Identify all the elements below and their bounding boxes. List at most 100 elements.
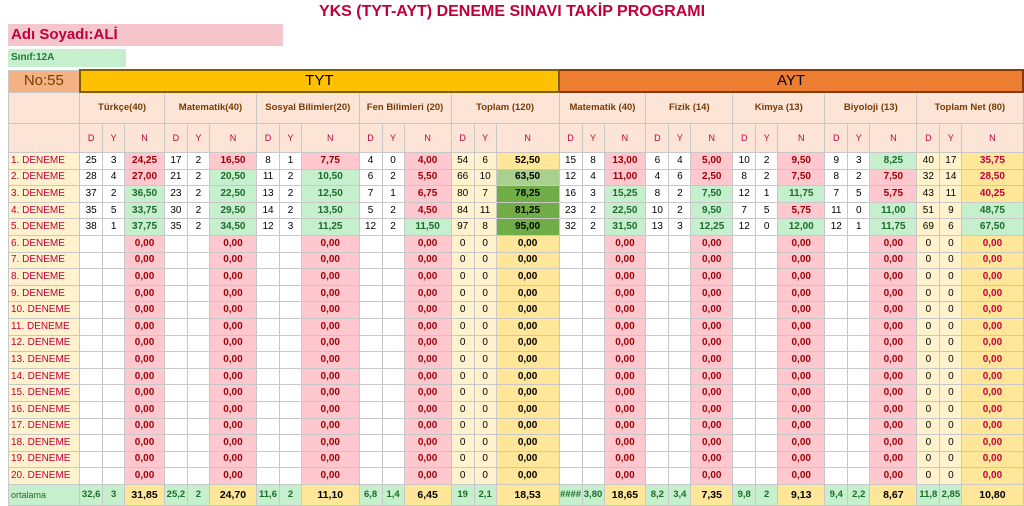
wrong-cell[interactable]: 0 xyxy=(939,367,963,386)
wrong-cell[interactable]: 0 xyxy=(473,317,497,336)
correct-cell[interactable] xyxy=(79,301,104,319)
wrong-cell[interactable] xyxy=(581,434,605,452)
correct-cell[interactable] xyxy=(255,334,281,353)
net-cell[interactable]: 0,00 xyxy=(300,384,360,402)
correct-cell[interactable] xyxy=(824,417,849,436)
wrong-cell[interactable]: 0 xyxy=(473,284,497,303)
correct-cell[interactable]: 0 xyxy=(450,234,475,253)
wrong-cell[interactable]: 0 xyxy=(939,434,963,452)
correct-cell[interactable] xyxy=(255,268,281,286)
correct-cell[interactable] xyxy=(79,384,104,402)
net-cell[interactable]: 0,00 xyxy=(603,434,647,452)
wrong-cell[interactable]: 2 xyxy=(279,168,302,187)
net-cell[interactable]: 0,00 xyxy=(690,417,734,436)
correct-cell[interactable] xyxy=(732,301,757,319)
average-cell[interactable]: 2 xyxy=(279,483,302,506)
wrong-cell[interactable]: 0 xyxy=(939,268,963,286)
correct-cell[interactable]: 11 xyxy=(824,201,849,220)
net-cell[interactable]: 0,00 xyxy=(495,417,560,436)
net-cell[interactable]: 0,00 xyxy=(495,234,560,253)
correct-cell[interactable]: 66 xyxy=(450,168,475,187)
correct-cell[interactable] xyxy=(558,400,583,419)
net-cell[interactable]: 0,00 xyxy=(777,334,826,353)
correct-cell[interactable] xyxy=(732,334,757,353)
wrong-cell[interactable]: 0 xyxy=(381,152,405,170)
net-cell[interactable]: 27,00 xyxy=(124,168,165,187)
wrong-cell[interactable] xyxy=(847,317,871,336)
correct-cell[interactable] xyxy=(824,384,849,402)
wrong-cell[interactable] xyxy=(755,301,779,319)
wrong-cell[interactable] xyxy=(755,450,779,469)
net-cell[interactable]: 0,00 xyxy=(124,351,165,369)
student-number-cell[interactable]: No:55 xyxy=(7,69,81,93)
net-cell[interactable]: 0,00 xyxy=(495,434,560,452)
correct-cell[interactable] xyxy=(79,351,104,369)
correct-cell[interactable] xyxy=(558,234,583,253)
net-cell[interactable]: 0,00 xyxy=(124,317,165,336)
wrong-cell[interactable]: 0 xyxy=(473,384,497,402)
correct-cell[interactable] xyxy=(358,367,383,386)
wrong-cell[interactable]: 2 xyxy=(279,201,302,220)
net-cell[interactable]: 28,50 xyxy=(961,168,1024,187)
wrong-cell[interactable] xyxy=(755,400,779,419)
student-class-cell[interactable]: Sınıf:12A xyxy=(8,49,126,67)
correct-cell[interactable] xyxy=(558,268,583,286)
net-cell[interactable]: 0,00 xyxy=(403,417,452,436)
wrong-cell[interactable] xyxy=(668,251,692,270)
wrong-cell[interactable] xyxy=(847,268,871,286)
net-cell[interactable]: 0,00 xyxy=(300,367,360,386)
net-cell[interactable]: 0,00 xyxy=(495,251,560,270)
wrong-cell[interactable] xyxy=(381,351,405,369)
net-cell[interactable]: 0,00 xyxy=(403,351,452,369)
wrong-cell[interactable] xyxy=(755,251,779,270)
wrong-cell[interactable] xyxy=(102,301,126,319)
correct-cell[interactable] xyxy=(255,450,281,469)
net-cell[interactable]: 0,00 xyxy=(495,384,560,402)
wrong-cell[interactable] xyxy=(847,450,871,469)
wrong-cell[interactable] xyxy=(186,384,210,402)
correct-cell[interactable]: 0 xyxy=(916,268,941,286)
net-cell[interactable]: 7,75 xyxy=(300,152,360,170)
net-cell[interactable]: 0,00 xyxy=(495,400,560,419)
wrong-cell[interactable]: 0 xyxy=(473,367,497,386)
net-cell[interactable]: 22,50 xyxy=(208,185,258,203)
average-cell[interactable]: 2 xyxy=(186,483,210,506)
wrong-cell[interactable]: 0 xyxy=(473,251,497,270)
net-cell[interactable]: 0,00 xyxy=(603,450,647,469)
correct-cell[interactable] xyxy=(163,417,188,436)
net-cell[interactable]: 0,00 xyxy=(124,450,165,469)
net-cell[interactable]: 0,00 xyxy=(495,450,560,469)
wrong-cell[interactable] xyxy=(581,384,605,402)
wrong-cell[interactable]: 2 xyxy=(381,201,405,220)
net-cell[interactable]: 0,00 xyxy=(869,317,918,336)
correct-cell[interactable]: 7 xyxy=(824,185,849,203)
correct-cell[interactable] xyxy=(824,284,849,303)
wrong-cell[interactable] xyxy=(186,334,210,353)
net-cell[interactable]: 0,00 xyxy=(403,384,452,402)
correct-cell[interactable] xyxy=(79,434,104,452)
wrong-cell[interactable]: 0 xyxy=(939,284,963,303)
correct-cell[interactable] xyxy=(645,400,670,419)
correct-cell[interactable] xyxy=(255,400,281,419)
net-cell[interactable]: 8,25 xyxy=(869,152,918,170)
net-cell[interactable]: 0,00 xyxy=(603,251,647,270)
correct-cell[interactable]: 0 xyxy=(916,384,941,402)
correct-cell[interactable]: 16 xyxy=(558,185,583,203)
net-cell[interactable]: 0,00 xyxy=(869,301,918,319)
correct-cell[interactable]: 0 xyxy=(450,434,475,452)
wrong-cell[interactable]: 5 xyxy=(847,185,871,203)
correct-cell[interactable] xyxy=(255,251,281,270)
correct-cell[interactable] xyxy=(645,351,670,369)
wrong-cell[interactable]: 2 xyxy=(581,201,605,220)
average-cell[interactable]: 7,35 xyxy=(690,483,734,506)
correct-cell[interactable] xyxy=(163,367,188,386)
wrong-cell[interactable] xyxy=(847,284,871,303)
wrong-cell[interactable]: 2 xyxy=(186,218,210,236)
wrong-cell[interactable] xyxy=(279,384,302,402)
correct-cell[interactable] xyxy=(358,417,383,436)
correct-cell[interactable] xyxy=(645,367,670,386)
net-cell[interactable]: 0,00 xyxy=(403,234,452,253)
net-cell[interactable]: 22,50 xyxy=(603,201,647,220)
correct-cell[interactable]: 0 xyxy=(450,334,475,353)
wrong-cell[interactable] xyxy=(668,384,692,402)
